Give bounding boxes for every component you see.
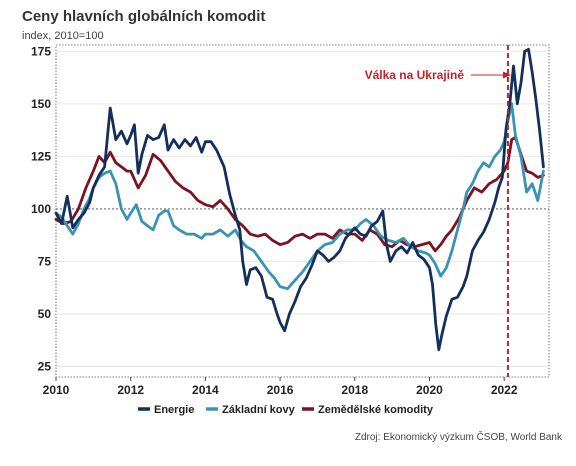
legend-label: Zemědělské komodity	[318, 404, 434, 416]
legend-label: Energie	[154, 404, 194, 416]
legend: Energie Základní kovy Zemědělské komodity	[138, 404, 434, 416]
annotation-layer: Válka na Ukrajině	[365, 45, 511, 377]
source-note: Zdroj: Ekonomický výzkum ČSOB, World Ban…	[354, 432, 562, 443]
series-layer	[54, 47, 545, 352]
series-line-zakladni-kovy	[54, 102, 545, 291]
y-tick-label: 150	[31, 97, 51, 111]
y-tick-label: 100	[31, 202, 51, 216]
legend-label: Základní kovy	[222, 404, 296, 416]
chart-subtitle: index, 2010=100	[22, 30, 104, 42]
y-tick-label: 175	[31, 44, 51, 58]
y-tick-label: 50	[38, 307, 52, 321]
y-tick-label: 125	[31, 149, 51, 163]
y-tick-label: 75	[38, 254, 52, 268]
x-tick-label: 2020	[416, 383, 443, 397]
x-tick-label: 2012	[117, 383, 144, 397]
x-tick-label: 2018	[341, 383, 368, 397]
annotation-arrow-head	[503, 71, 511, 79]
series-line-zemedelske-komodity	[54, 136, 545, 253]
grid-layer	[55, 44, 550, 378]
x-tick-label: 2014	[192, 383, 219, 397]
axis-layer: 25 50 75 100 125 150 175 2010 2012 2014 2016 2018 20…	[31, 44, 518, 397]
plot-frame	[55, 44, 550, 378]
chart-title: Ceny hlavních globálních komodit	[22, 8, 266, 25]
x-tick-label: 2022	[491, 383, 518, 397]
series-line-energie	[54, 47, 545, 352]
annotation-label: Válka na Ukrajině	[365, 68, 465, 82]
y-tick-label: 25	[38, 359, 52, 373]
x-tick-label: 2016	[267, 383, 294, 397]
x-tick-label: 2010	[43, 383, 70, 397]
